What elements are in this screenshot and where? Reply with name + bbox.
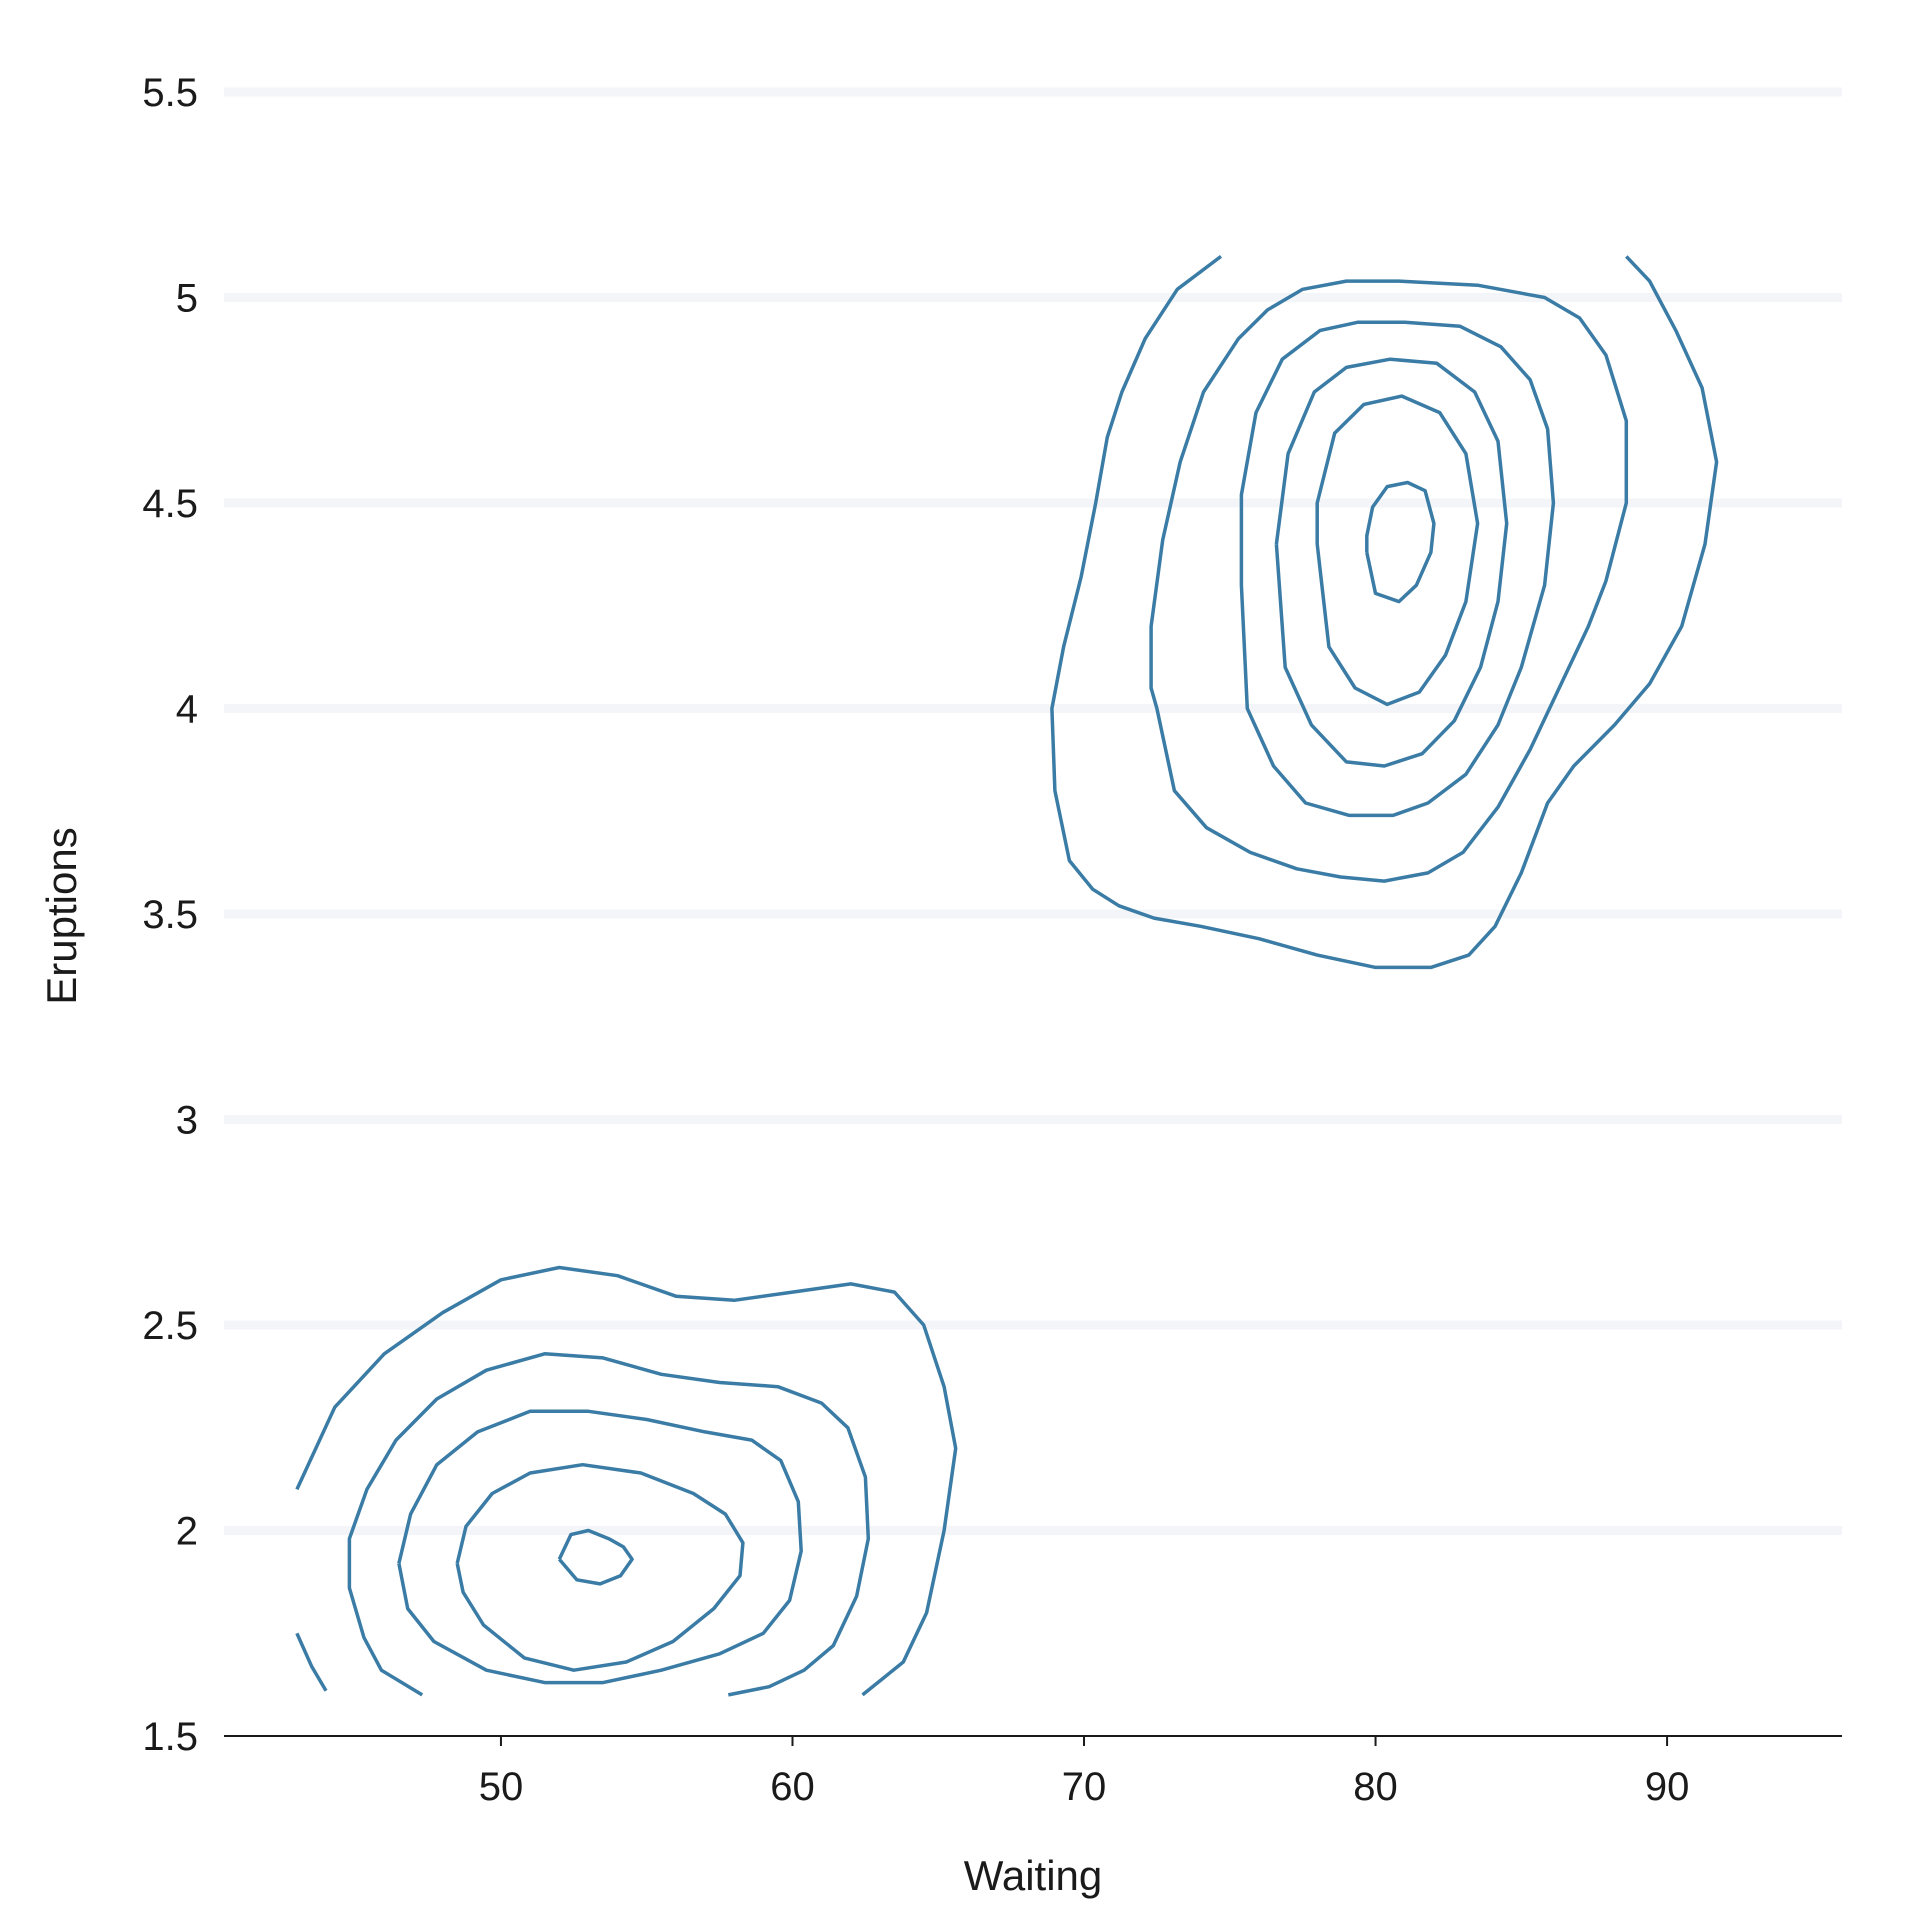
contour-line bbox=[1239, 320, 1556, 818]
y-tick-label: 2 bbox=[176, 1510, 198, 1554]
horizontal-gridlines bbox=[224, 87, 1842, 1535]
x-tick-label: 60 bbox=[770, 1765, 815, 1809]
x-axis: 50 60 70 80 90 bbox=[224, 1735, 1842, 1809]
x-tick-label: 70 bbox=[1062, 1765, 1107, 1809]
contour-group-short bbox=[295, 1265, 958, 1697]
contour-line bbox=[1365, 480, 1436, 604]
contour-line bbox=[455, 1462, 745, 1672]
x-tick-label: 90 bbox=[1645, 1765, 1690, 1809]
y-tick-label: 2.5 bbox=[142, 1304, 198, 1348]
y-tick-label: 1.5 bbox=[142, 1715, 198, 1759]
contour-lines bbox=[295, 255, 1719, 1697]
y-tick-label: 5.5 bbox=[142, 71, 198, 115]
x-tick-label: 80 bbox=[1353, 1765, 1398, 1809]
contour-line bbox=[347, 1352, 871, 1697]
contour-line bbox=[397, 1409, 803, 1685]
contour-line bbox=[295, 1265, 958, 1697]
contour-line bbox=[295, 1632, 328, 1692]
y-axis-title: Eruptions bbox=[38, 827, 85, 1004]
y-tick-label: 5 bbox=[176, 277, 198, 321]
contour-line bbox=[1050, 255, 1719, 970]
contour-line bbox=[1315, 394, 1480, 707]
contour-line bbox=[557, 1528, 634, 1586]
contour-group-long bbox=[1050, 255, 1719, 970]
y-tick-label: 3 bbox=[176, 1099, 198, 1143]
contour-line bbox=[1149, 279, 1629, 883]
x-axis-title: Waiting bbox=[964, 1852, 1103, 1899]
y-tick-label: 4.5 bbox=[142, 482, 198, 526]
x-tick-label: 50 bbox=[479, 1765, 524, 1809]
y-tick-label: 3.5 bbox=[142, 893, 198, 937]
contour-line bbox=[1274, 357, 1509, 768]
y-tick-label: 4 bbox=[176, 688, 198, 732]
y-axis: 1.5 2 2.5 3 3.5 4 4.5 5 5.5 bbox=[142, 71, 198, 1759]
